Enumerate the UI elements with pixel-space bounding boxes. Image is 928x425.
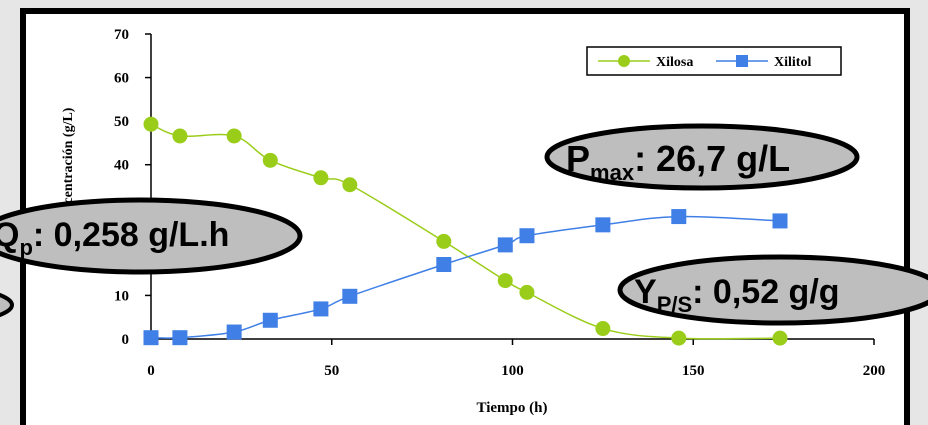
data-point-xilosa [226,128,242,144]
legend-xilosa-marker [618,55,630,67]
data-point-xilosa [497,273,513,289]
data-point-xilosa [436,233,452,249]
annotation-yps-ellipse [617,254,928,326]
svg-text:YP/S: 0,52 g/g: YP/S: 0,52 g/g [634,273,840,317]
x-tick-label: 50 [324,363,339,379]
data-point-xilosa [262,152,278,168]
y-tick-label: 50 [114,114,129,130]
data-point-xilitol [143,330,159,346]
annotation-yps-rest: : 0,52 g/g [692,273,839,311]
y-tick-label: 40 [114,158,129,174]
data-point-xilitol [313,301,329,317]
legend: Xilosa Xilitol [586,46,842,76]
x-axis-title: Tiempo (h) [477,400,548,416]
data-point-xilosa [143,116,159,132]
data-point-xilitol [436,256,452,272]
annotation-qp: Qp: 0,258 g/L.h [0,197,303,275]
annotation-offscreen-ellipse-edge [0,292,14,318]
y-tick-label: 10 [114,288,129,304]
x-tick-label: 0 [147,363,155,379]
data-point-xilitol [262,312,278,328]
svg-text:Qp: 0,258 g/L.h: Qp: 0,258 g/L.h [0,216,229,260]
series-layer [143,116,788,346]
y-tick-label: 0 [122,332,130,348]
data-point-xilitol [671,209,687,225]
annotation-yps: YP/S: 0,52 g/g [617,254,928,326]
data-point-xilitol [595,217,611,233]
data-point-xilosa [313,170,329,186]
data-point-xilitol [519,228,535,244]
y-tick-label: 70 [114,27,129,43]
x-tick-label: 100 [501,363,524,379]
annotation-pmax-main: P [566,138,590,179]
x-tick-label: 150 [682,363,705,379]
legend-xilitol-label: Xilitol [774,55,811,70]
y-axis-title: Concentración (g/L) [61,107,76,228]
data-point-xilitol [226,324,242,340]
annotation-qp-ellipse [0,197,303,275]
data-point-xilosa [595,321,611,337]
data-point-xilosa [342,177,358,193]
annotation-yps-sub: P/S [657,292,692,317]
annotation-pmax-sub: max [590,160,635,185]
data-point-xilitol [172,330,188,346]
legend-xilosa-label: Xilosa [656,55,693,70]
annotation-qp-rest: : 0,258 g/L.h [33,216,230,254]
legend-xilitol-marker [736,55,748,67]
data-point-xilitol [342,288,358,304]
data-point-xilosa [519,284,535,300]
svg-text:Pmax: 26,7 g/L: Pmax: 26,7 g/L [566,138,790,185]
y-tick-label: 60 [114,71,129,87]
data-point-xilitol [497,237,513,253]
x-tick-label: 200 [863,363,886,379]
data-point-xilitol [772,213,788,229]
annotation-qp-main: Q [0,216,19,254]
data-point-xilosa [172,128,188,144]
data-point-xilosa [671,330,687,346]
data-point-xilosa [772,330,788,346]
annotation-pmax: Pmax: 26,7 g/L [544,123,860,191]
annotation-pmax-rest: : 26,7 g/L [634,138,790,179]
annotation-yps-main: Y [634,273,657,311]
annotation-pmax-ellipse [544,123,860,191]
annotation-qp-sub: p [19,235,32,260]
